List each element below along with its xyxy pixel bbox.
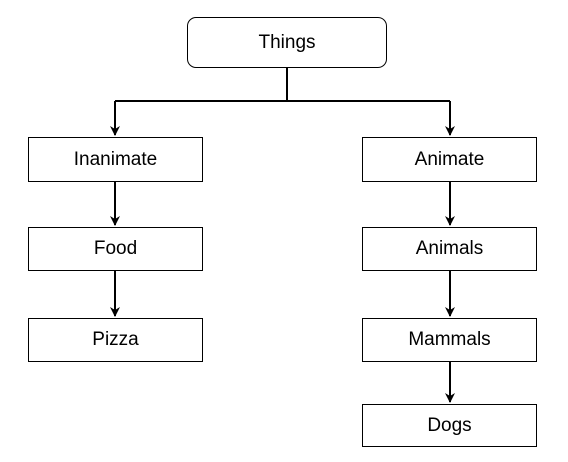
node-dogs: Dogs bbox=[362, 404, 537, 447]
node-animate: Animate bbox=[362, 137, 537, 182]
node-things: Things bbox=[187, 17, 387, 68]
node-animals: Animals bbox=[362, 227, 537, 271]
node-pizza: Pizza bbox=[28, 318, 203, 362]
node-food: Food bbox=[28, 227, 203, 271]
node-inanimate: Inanimate bbox=[28, 137, 203, 182]
node-mammals: Mammals bbox=[362, 318, 537, 362]
